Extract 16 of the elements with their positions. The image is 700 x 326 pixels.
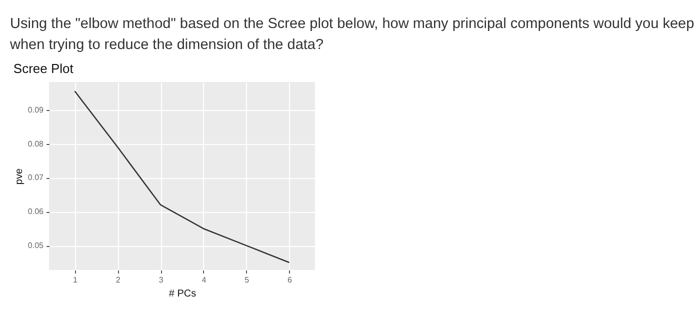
x-axis-title: # PCs: [168, 288, 196, 300]
x-tick-label: 5: [244, 276, 250, 284]
x-tick-label: 4: [202, 276, 207, 284]
text: Using the "elbow method" based on the Scree plot below, how many principal components would you keep when trying to reduce the dimension of the data?: [10, 15, 696, 55]
x-tick-label: 1: [73, 276, 78, 284]
x-tick-label: 6: [288, 276, 293, 284]
y-tick-label: 0.07: [28, 173, 44, 182]
x-tick-label: 2: [116, 276, 121, 284]
y-tick-label: 0.08: [28, 139, 44, 148]
y-axis-title: pve: [14, 168, 25, 185]
chart-title: Scree Plot: [13, 61, 74, 76]
y-tick-label: 0.06: [28, 207, 44, 216]
y-tick-label: 0.05: [28, 241, 44, 250]
y-tick-label: 0.09: [28, 105, 44, 114]
line-series: [74, 90, 290, 264]
x-tick-label: 3: [158, 276, 164, 284]
